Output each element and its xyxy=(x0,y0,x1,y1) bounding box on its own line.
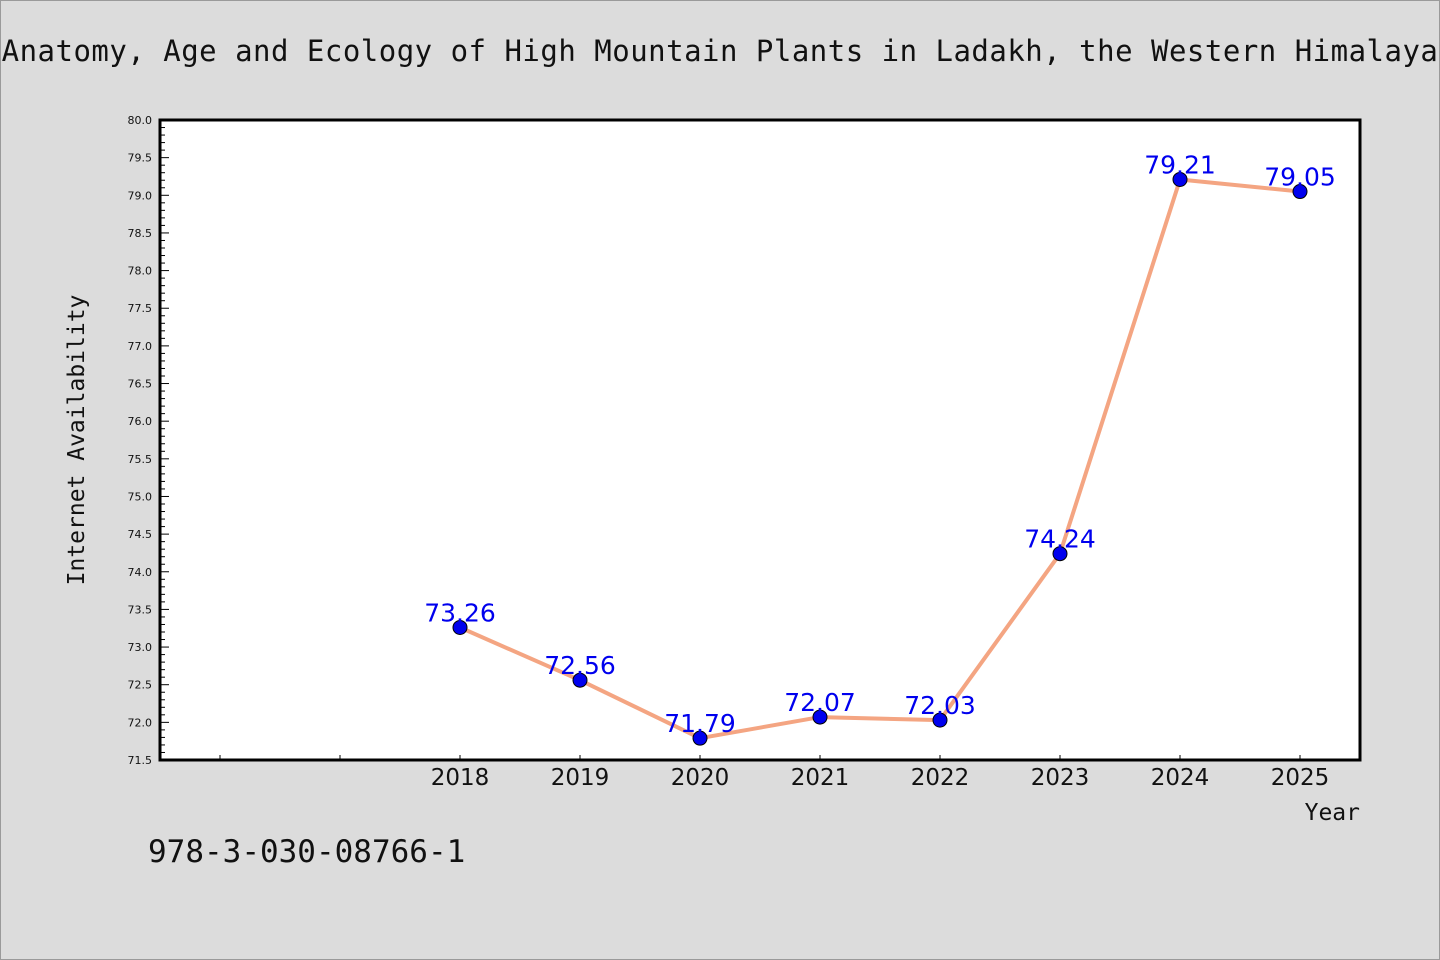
series-line xyxy=(459,177,1301,741)
y-tick-label: 76.5 xyxy=(128,378,153,391)
data-point xyxy=(692,730,708,746)
chart-title: Anatomy, Age and Ecology of High Mountai… xyxy=(1,34,1439,68)
data-point xyxy=(1172,171,1188,187)
y-axis: 71.5 72.0 72.5 73.0 73.5 74.0 74.5 75.0 75.5 76.0… xyxy=(128,114,169,767)
data-point xyxy=(932,712,948,728)
x-tick-label: 2019 xyxy=(551,765,610,791)
data-point xyxy=(572,672,588,688)
y-tick-label: 73.0 xyxy=(128,641,153,654)
data-label: 72.07 xyxy=(784,688,856,717)
data-point xyxy=(1052,546,1068,562)
y-tick-label: 75.5 xyxy=(128,453,153,466)
data-label: 73.26 xyxy=(424,598,496,627)
y-tick-label: 75.0 xyxy=(128,490,153,503)
x-tick-label: 2020 xyxy=(671,765,730,791)
y-tick-label: 76.0 xyxy=(128,415,153,428)
x-tick-label: 2021 xyxy=(791,765,850,791)
data-label: 72.03 xyxy=(904,691,976,720)
y-tick-label: 74.5 xyxy=(128,528,153,541)
data-label: 72.56 xyxy=(544,651,616,680)
data-point xyxy=(812,709,828,725)
data-label: 79.05 xyxy=(1264,163,1336,192)
y-tick-label: 74.0 xyxy=(128,566,153,579)
data-point xyxy=(1292,184,1308,200)
x-axis-label: Year xyxy=(1305,800,1360,826)
isbn-text: 978-3-030-08766-1 xyxy=(148,834,466,870)
data-point xyxy=(452,619,468,635)
y-tick-label: 73.5 xyxy=(128,603,153,616)
x-axis: 2018 2019 2020 2021 2022 2023 2024 2025 xyxy=(219,755,1330,791)
y-tick-label: 79.5 xyxy=(128,152,153,165)
x-tick-label: 2022 xyxy=(911,765,970,791)
plot-area xyxy=(158,118,1362,762)
y-tick-label: 80.0 xyxy=(128,114,153,127)
y-tick-label: 72.0 xyxy=(128,716,153,729)
y-tick-label: 77.0 xyxy=(128,340,153,353)
x-tick-label: 2024 xyxy=(1151,765,1210,791)
y-tick-label: 72.5 xyxy=(128,679,153,692)
y-axis-label: Internet Availability xyxy=(64,295,90,586)
x-tick-label: 2025 xyxy=(1271,765,1330,791)
y-tick-label: 78.0 xyxy=(128,265,153,278)
y-tick-label: 77.5 xyxy=(128,302,153,315)
data-label: 74.24 xyxy=(1024,525,1096,554)
data-markers xyxy=(452,171,1308,746)
data-label: 79.21 xyxy=(1144,150,1216,179)
data-label: 71.79 xyxy=(664,709,736,738)
y-tick-label: 79.0 xyxy=(128,189,153,202)
x-tick-label: 2023 xyxy=(1031,765,1090,791)
x-tick-label: 2018 xyxy=(431,765,490,791)
data-labels: 73.26 72.56 71.79 72.07 72.03 74.24 79.21 79.05 xyxy=(424,150,1336,738)
y-tick-label: 78.5 xyxy=(128,227,153,240)
y-tick-label: 71.5 xyxy=(128,754,153,767)
